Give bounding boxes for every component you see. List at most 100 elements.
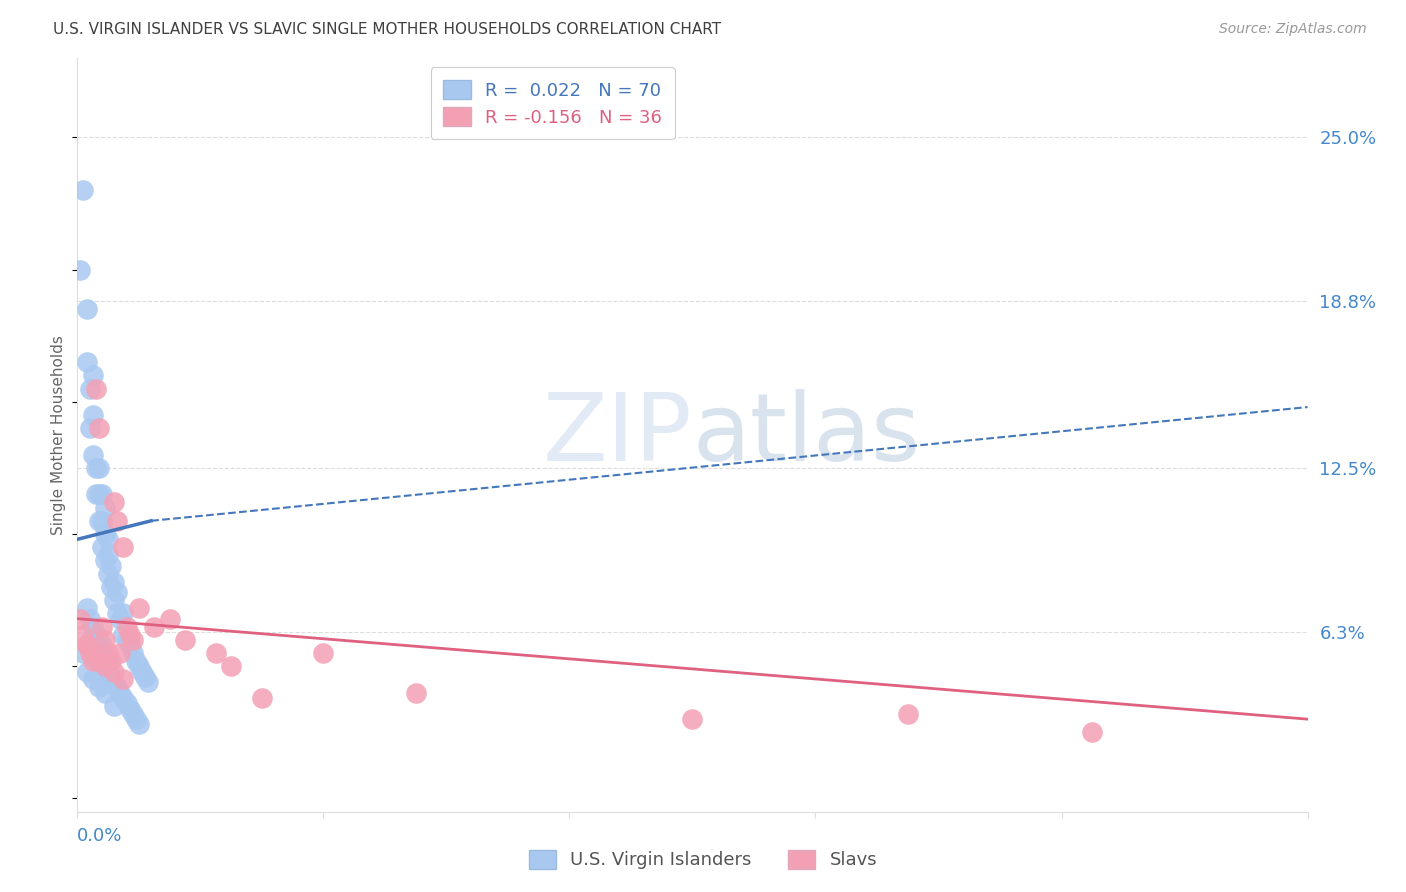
Point <box>105 681 128 695</box>
Point <box>143 619 166 633</box>
Point <box>103 495 125 509</box>
Point <box>87 646 110 660</box>
Point <box>94 527 117 541</box>
Point <box>118 701 141 715</box>
Point <box>69 262 91 277</box>
Point <box>100 654 122 668</box>
Point <box>87 681 110 695</box>
Point <box>84 487 107 501</box>
Point <box>87 487 110 501</box>
Point <box>118 638 141 652</box>
Point <box>121 646 143 660</box>
Point <box>105 514 128 528</box>
Point <box>90 514 114 528</box>
Point <box>97 651 120 665</box>
Point <box>79 382 101 396</box>
Point <box>87 654 110 668</box>
Point <box>682 712 704 726</box>
Point <box>1081 725 1104 739</box>
Point <box>94 632 117 647</box>
Y-axis label: Single Mother Households: Single Mother Households <box>51 334 66 535</box>
Point <box>82 673 104 687</box>
Point <box>76 601 98 615</box>
Point <box>128 717 150 731</box>
Point <box>131 665 153 679</box>
Point <box>103 698 125 713</box>
Point <box>103 593 125 607</box>
Point <box>82 646 104 660</box>
Point <box>82 619 104 633</box>
Point <box>76 302 98 317</box>
Point <box>897 706 920 721</box>
Point <box>94 659 117 673</box>
Point <box>134 670 156 684</box>
Point <box>72 183 94 197</box>
Point <box>79 421 101 435</box>
Point <box>204 646 226 660</box>
Point <box>97 646 120 660</box>
Point <box>121 706 143 721</box>
Text: ZIP: ZIP <box>543 389 693 481</box>
Point <box>76 355 98 369</box>
Point <box>128 601 150 615</box>
Point <box>115 619 138 633</box>
Point <box>90 619 114 633</box>
Point <box>110 686 132 700</box>
Point <box>121 632 143 647</box>
Text: Source: ZipAtlas.com: Source: ZipAtlas.com <box>1219 22 1367 37</box>
Point <box>97 566 120 581</box>
Point <box>76 638 98 652</box>
Point <box>112 541 135 555</box>
Point <box>69 612 91 626</box>
Point <box>100 580 122 594</box>
Text: atlas: atlas <box>693 389 921 481</box>
Point <box>250 691 273 706</box>
Point <box>405 686 427 700</box>
Point <box>72 646 94 660</box>
Point <box>90 638 114 652</box>
Point <box>174 632 197 647</box>
Point <box>94 553 117 567</box>
Point <box>219 659 242 673</box>
Point <box>97 533 120 547</box>
Text: 0.0%: 0.0% <box>77 827 122 845</box>
Point <box>87 514 110 528</box>
Point <box>84 646 107 660</box>
Point <box>72 627 94 641</box>
Point <box>103 574 125 589</box>
Point <box>97 665 120 679</box>
Legend: U.S. Virgin Islanders, Slavs: U.S. Virgin Islanders, Slavs <box>520 840 886 879</box>
Point <box>112 673 135 687</box>
Point <box>112 691 135 706</box>
Point <box>90 487 114 501</box>
Point <box>100 670 122 684</box>
Point <box>90 541 114 555</box>
Point <box>82 368 104 383</box>
Point <box>76 638 98 652</box>
Point <box>87 461 110 475</box>
Legend: R =  0.022   N = 70, R = -0.156   N = 36: R = 0.022 N = 70, R = -0.156 N = 36 <box>430 67 675 139</box>
Point <box>115 632 138 647</box>
Point <box>87 421 110 435</box>
Point <box>118 627 141 641</box>
Point <box>87 638 110 652</box>
Point <box>110 646 132 660</box>
Point <box>79 612 101 626</box>
Point <box>90 659 114 673</box>
Point <box>100 558 122 573</box>
Point <box>110 612 132 626</box>
Point <box>79 646 101 660</box>
Point <box>112 607 135 621</box>
Point <box>82 408 104 422</box>
Point <box>159 612 181 626</box>
Point <box>94 686 117 700</box>
Point <box>76 665 98 679</box>
Point <box>105 607 128 621</box>
Point <box>79 632 101 647</box>
Point <box>125 712 148 726</box>
Point <box>82 448 104 462</box>
Point <box>94 659 117 673</box>
Point <box>312 646 335 660</box>
Point <box>115 696 138 710</box>
Point <box>84 627 107 641</box>
